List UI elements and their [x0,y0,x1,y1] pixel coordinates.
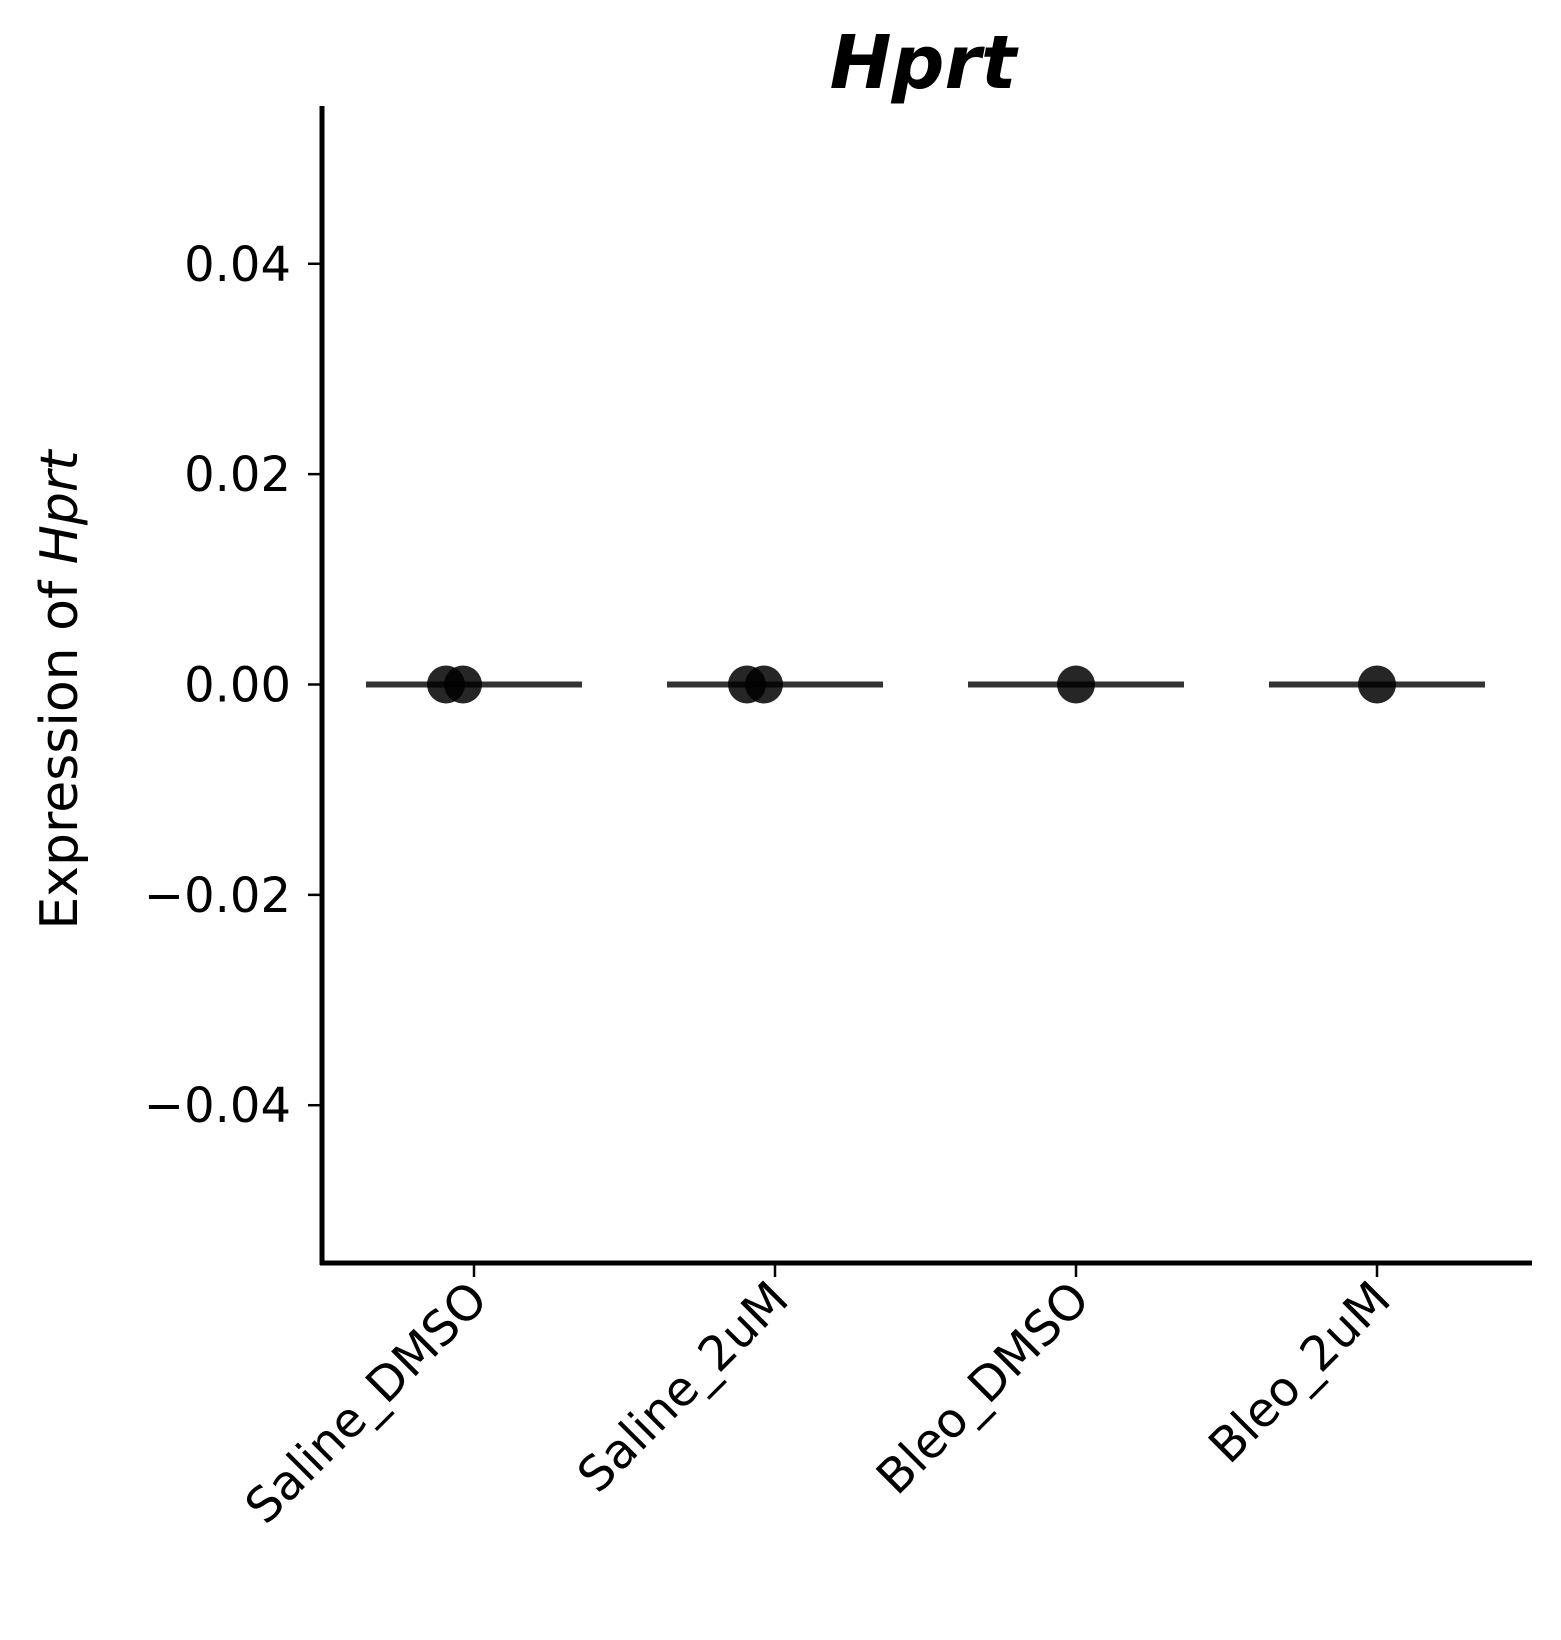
x-ticks: Saline_DMSO Saline_2uM Bleo_DMSO Bleo_2uM [235,1263,1401,1535]
data-point [1358,665,1396,704]
y-tick-label: 0.02 [184,447,291,503]
y-tick-label: 0.04 [184,237,291,293]
x-tick-label: Saline_DMSO [235,1271,499,1535]
x-tick-label: Bleo_DMSO [866,1271,1101,1506]
x-tick-label: Saline_2uM [567,1271,800,1504]
x-tick-label: Bleo_2uM [1198,1271,1401,1474]
y-axis-title: Expression of Hprt [30,449,90,930]
data-point [444,665,482,704]
y-tick-label: −0.02 [144,868,291,924]
y-axis-title-group: Expression of Hprt [30,449,90,930]
y-tick-label: −0.04 [144,1078,291,1134]
y-axis-title-prefix: Expression of [30,564,90,929]
chart-title: Hprt [830,20,1019,106]
data-point [1057,665,1095,704]
plot-area [366,665,1485,704]
data-point [745,665,783,704]
y-ticks: 0.04 0.02 0.00 −0.02 −0.04 [144,237,322,1134]
y-tick-label: 0.00 [184,658,291,714]
y-axis-title-gene: Hprt [30,449,90,564]
